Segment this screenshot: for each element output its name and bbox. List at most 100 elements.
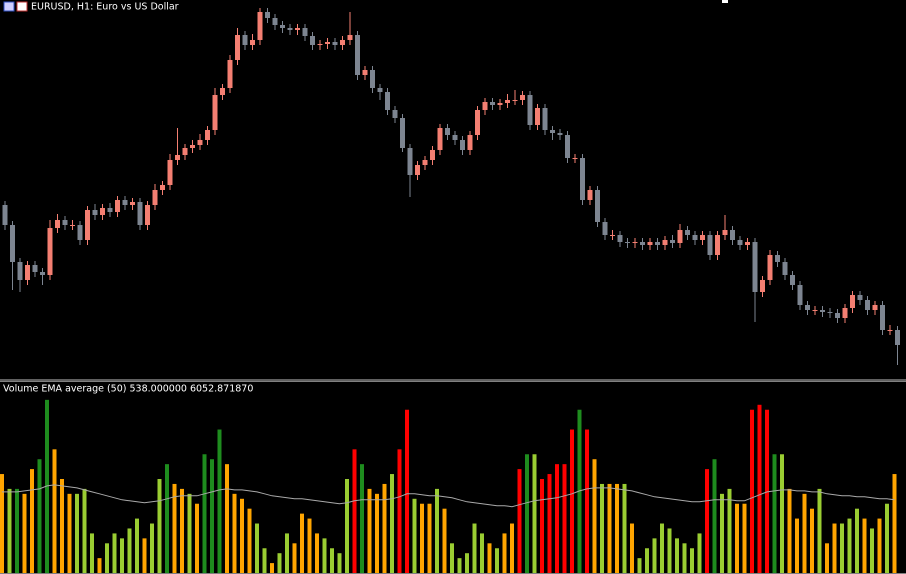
volume-bar (457, 558, 462, 573)
volume-bar (465, 553, 469, 573)
volume-bar (165, 464, 169, 573)
candle-body (677, 230, 683, 243)
volume-bar (397, 449, 402, 573)
candle-body (115, 200, 120, 212)
candle-body (265, 12, 270, 18)
candle-body (490, 102, 495, 105)
candle-body (617, 235, 623, 242)
volume-bar (772, 454, 777, 573)
candle-body (887, 330, 893, 331)
volume-bar (472, 523, 477, 573)
volume-bar (337, 553, 342, 573)
candle-body (692, 235, 698, 240)
volume-bar (345, 479, 349, 573)
ema-line (2, 484, 895, 508)
candle-body (17, 262, 23, 280)
volume-bar (877, 518, 882, 573)
volume-bar (172, 483, 177, 573)
volume-bar (885, 503, 889, 573)
candle-body (250, 40, 255, 45)
candle-body (767, 255, 773, 280)
candle-body (572, 158, 578, 159)
candle-body (557, 133, 563, 135)
candle-body (92, 210, 98, 215)
symbol-icons (3, 0, 728, 12)
candle-body (70, 225, 75, 226)
volume-bar (420, 503, 424, 573)
candle-body (850, 295, 855, 308)
volume-bar (120, 538, 124, 573)
candle-body (730, 230, 735, 240)
candle-body (610, 235, 615, 236)
candle-body (415, 165, 420, 175)
candle-body (520, 95, 525, 100)
candle-body (437, 128, 443, 150)
volume-bar (285, 533, 289, 573)
candle-body (535, 108, 540, 125)
volume-bar (157, 479, 162, 573)
volume-bar (607, 483, 612, 573)
candle-body (752, 242, 758, 292)
volume-bar (52, 449, 57, 573)
volume-bar (630, 523, 634, 573)
volume-bar (105, 543, 109, 573)
volume-bar (592, 459, 597, 573)
chart-title: EURUSD, H1: Euro vs US Dollar (31, 2, 179, 13)
candle-body (392, 110, 398, 118)
candle-body (40, 272, 45, 275)
candle-body (707, 235, 713, 255)
volume-bar (495, 548, 499, 573)
volume-bar (787, 488, 792, 573)
candle-body (857, 295, 863, 300)
volume-bar (232, 493, 237, 573)
volume-bar (30, 469, 34, 573)
volume-bar (832, 523, 837, 573)
volume-bar (390, 474, 394, 573)
candle-body (640, 242, 645, 245)
volume-bar (757, 404, 762, 573)
volume-bar (60, 479, 64, 573)
candle-body (197, 140, 203, 145)
candle-body (505, 100, 510, 103)
volume-bar (487, 543, 492, 573)
candle-body (55, 220, 60, 228)
candle-body (272, 18, 278, 25)
volume-bar (300, 513, 304, 573)
volume-bar (585, 429, 589, 573)
candle-body (895, 330, 900, 345)
volume-bar (322, 538, 327, 573)
volume-bar (480, 533, 484, 573)
volume-bar (682, 543, 687, 573)
candle-body (355, 35, 360, 75)
candle-body (430, 150, 435, 160)
candle-body (422, 160, 428, 165)
volume-bar (352, 449, 357, 573)
volume-bar (382, 483, 387, 573)
candle-body (475, 110, 480, 135)
candle-body (587, 190, 593, 200)
volume-bar (135, 518, 139, 573)
volume-bar (675, 538, 679, 573)
volume-bar (825, 543, 829, 573)
candle-body (445, 128, 450, 135)
candle-body (715, 235, 720, 255)
candle-body (235, 35, 240, 60)
volume-bar (202, 454, 207, 573)
volume-bar (82, 488, 87, 573)
candle-body (782, 262, 788, 275)
volume-bar (210, 459, 214, 573)
candle-body (302, 28, 308, 36)
volume-bar (15, 488, 19, 573)
candle-body (62, 220, 68, 225)
candle-body (827, 312, 833, 313)
volume-bar (712, 459, 717, 573)
volume-bar (217, 429, 222, 573)
candle-body (227, 60, 233, 88)
candle-body (295, 28, 300, 30)
volume-bar (645, 548, 649, 573)
candle-body (325, 42, 330, 44)
volume-bar (892, 474, 897, 573)
volume-bar (37, 459, 42, 573)
